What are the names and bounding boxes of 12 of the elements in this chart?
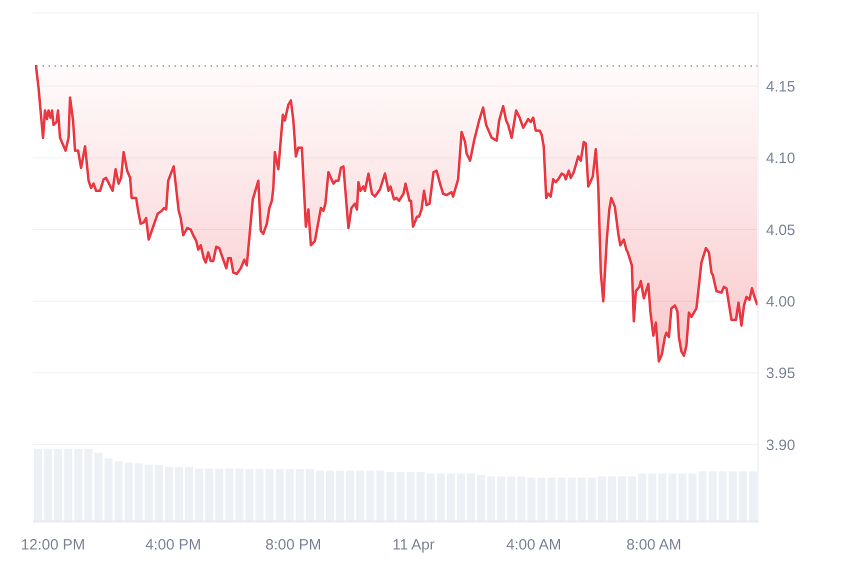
y-tick-label: 4.10 <box>766 150 796 168</box>
x-tick-label: 4:00 AM <box>506 536 562 554</box>
x-tick-label: 8:00 AM <box>626 536 682 554</box>
y-tick-label: 4.15 <box>766 78 796 96</box>
y-tick-label: 3.95 <box>766 365 796 382</box>
x-tick-label: 12:00 PM <box>20 536 86 554</box>
x-tick-label: 11 Apr <box>392 536 435 554</box>
y-tick-label: 3.90 <box>766 436 796 454</box>
x-tick-label: 8:00 PM <box>265 536 322 554</box>
y-tick-label: 4.05 <box>766 222 796 239</box>
y-tick-label: 4.00 <box>766 294 796 311</box>
x-tick-label: 4:00 PM <box>145 536 202 554</box>
